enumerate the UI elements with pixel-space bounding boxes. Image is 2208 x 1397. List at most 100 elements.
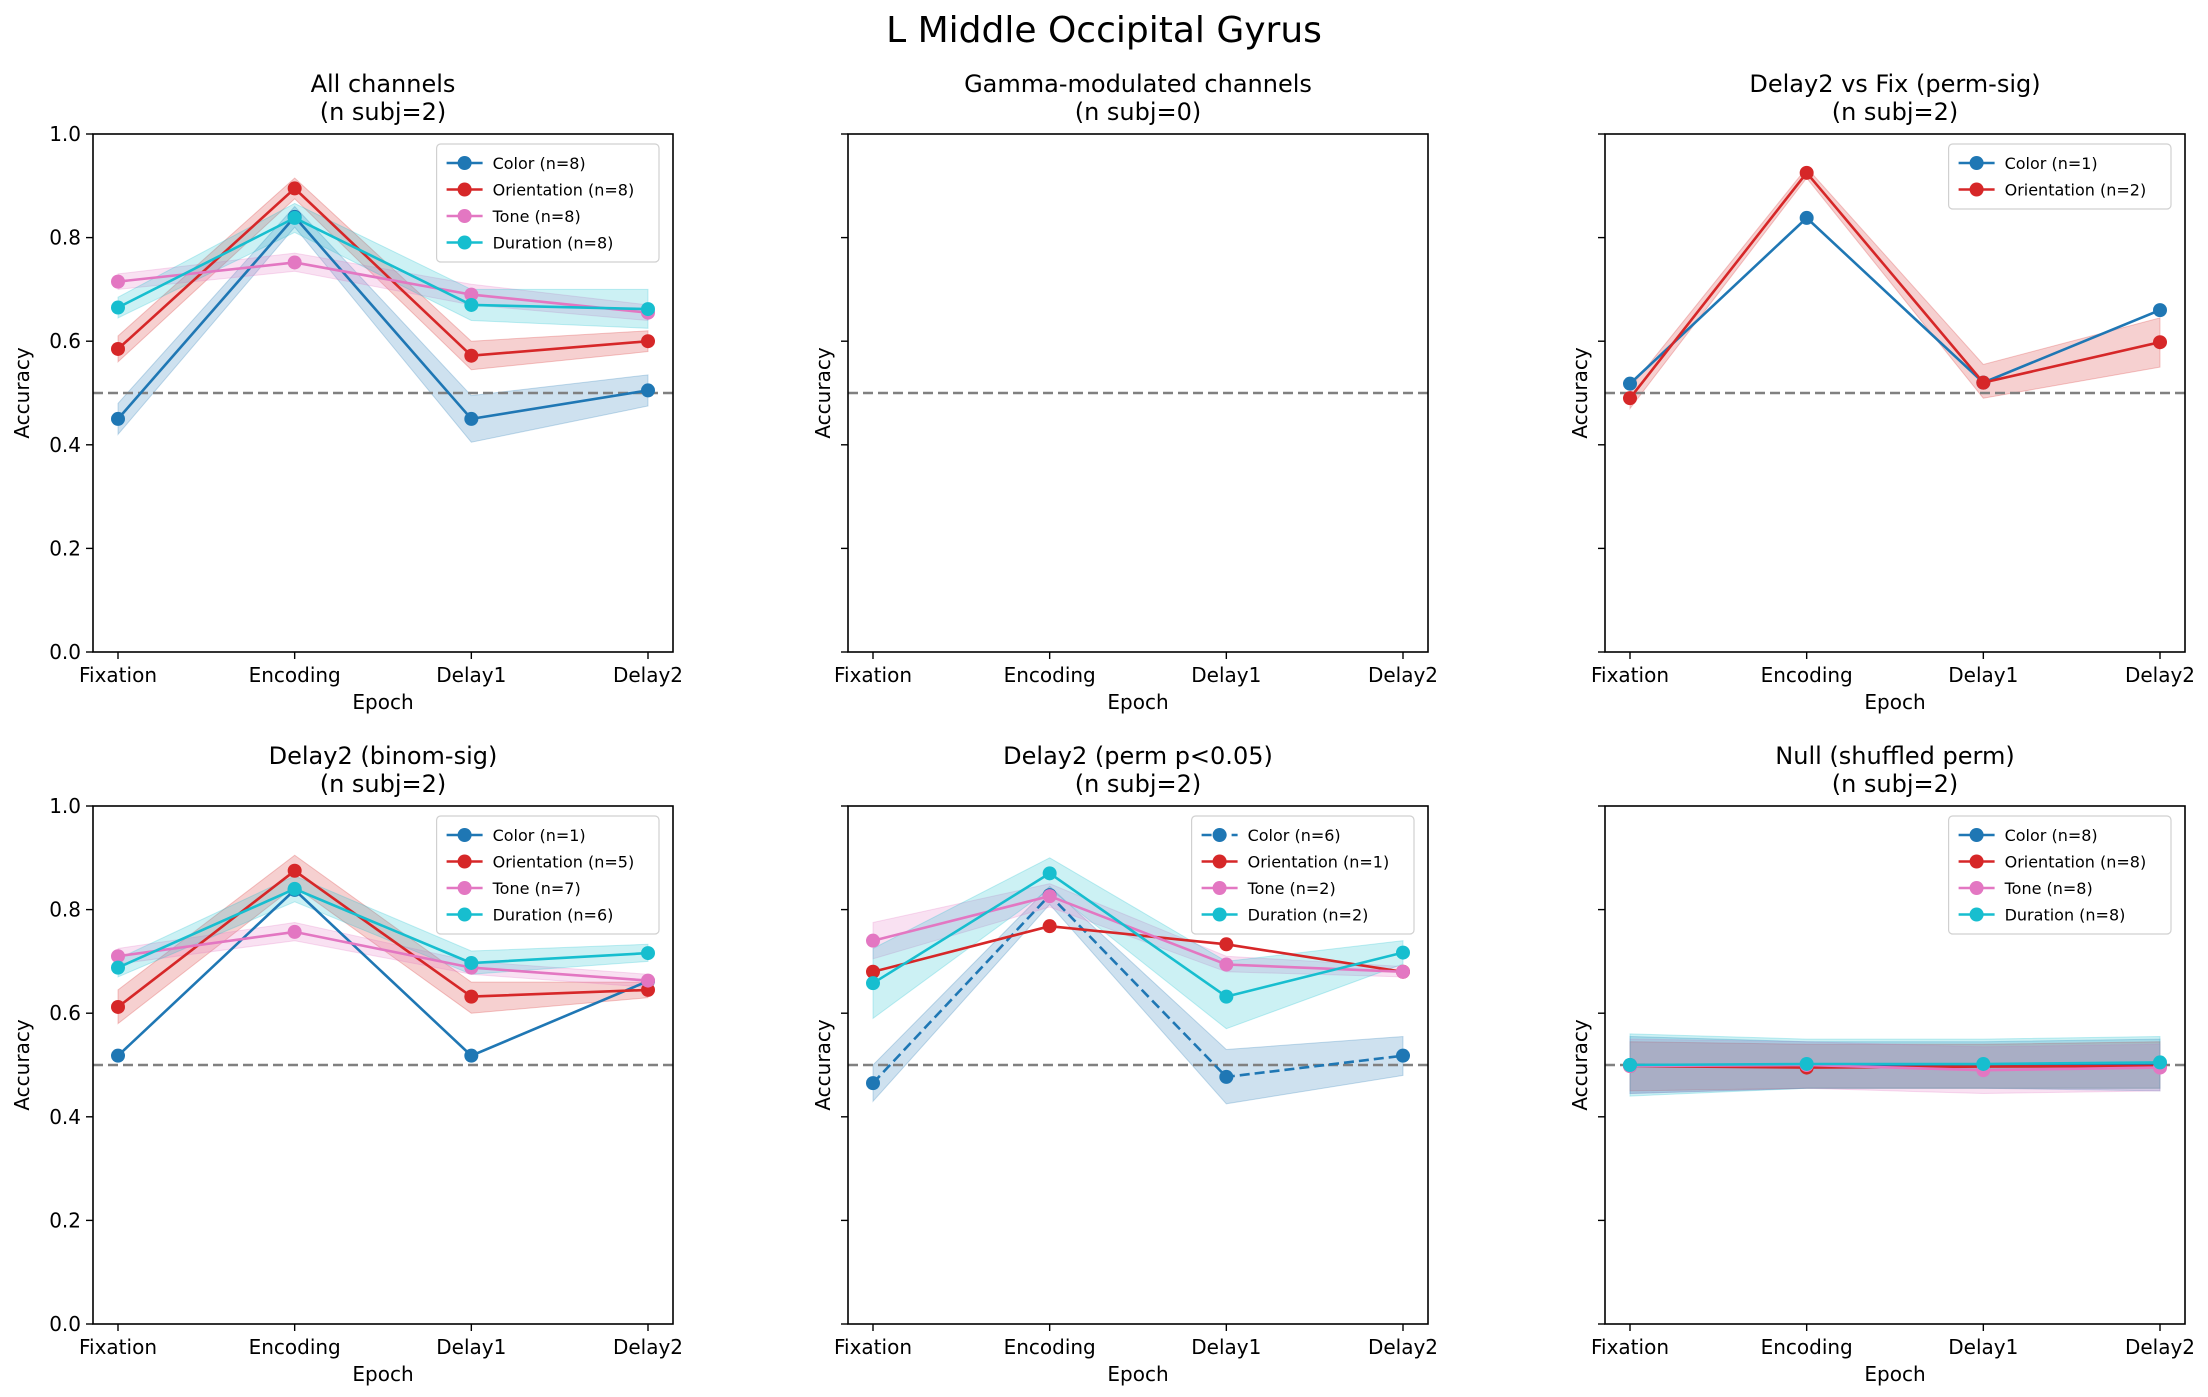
legend-label: Orientation (n=1) <box>1248 853 1390 872</box>
legend-label: Tone (n=8) <box>2004 879 2093 898</box>
data-point <box>111 300 125 315</box>
x-axis-label: Epoch <box>1864 690 1925 714</box>
legend-label: Color (n=1) <box>2005 154 2098 173</box>
legend: Color (n=8) Orientation (n=8) Tone (n=8) Du… <box>436 143 660 263</box>
x-tick-label: Encoding <box>249 663 341 687</box>
legend-marker <box>457 881 472 895</box>
legend-label: Orientation (n=5) <box>493 853 635 872</box>
x-axis-label: Epoch <box>352 690 413 714</box>
legend-marker <box>1969 881 1984 895</box>
series-line <box>1629 216 2161 385</box>
x-tick-label: Delay1 <box>1948 663 2018 687</box>
legend-label: Tone (n=8) <box>492 207 581 226</box>
data-point <box>2153 335 2167 350</box>
legend-label: Orientation (n=2) <box>2005 181 2147 200</box>
x-tick-label: Delay2 <box>2125 1335 2195 1359</box>
subplot-subtitle: (n subj=2) <box>320 770 447 798</box>
data-point <box>866 976 880 991</box>
legend-label: Orientation (n=8) <box>493 181 635 200</box>
data-point <box>287 924 302 939</box>
data-point <box>1799 165 1814 180</box>
x-tick-label: Delay1 <box>1191 663 1261 687</box>
data-point <box>1219 1069 1234 1084</box>
x-tick-label: Fixation <box>79 663 157 687</box>
x-tick-label: Delay1 <box>1948 1335 2018 1359</box>
subplot-title: Delay2 (binom-sig) <box>269 742 498 770</box>
legend-marker <box>457 235 472 250</box>
subplot-6: Null (shuffled perm)(n subj=2) Fixation En… <box>1568 742 2195 1386</box>
series-line <box>1628 170 2161 400</box>
x-axis-label: Epoch <box>352 1362 413 1386</box>
data-point <box>1396 945 1410 960</box>
legend-label: Color (n=1) <box>493 826 586 845</box>
y-tick-label: 0.0 <box>49 1312 81 1336</box>
y-axis-label: Accuracy <box>811 347 835 438</box>
x-axis-label: Epoch <box>1107 690 1168 714</box>
y-axis-label: Accuracy <box>10 347 34 438</box>
data-point <box>641 302 655 317</box>
series-line <box>117 261 649 314</box>
subplot-3: Delay2 vs Fix (perm-sig)(n subj=2) Fixati… <box>1568 70 2195 714</box>
subplot-title: All channels <box>311 70 456 98</box>
axes-frame <box>847 805 1429 1325</box>
legend-label: Duration (n=2) <box>1248 906 1369 925</box>
confidence-band <box>117 205 649 443</box>
x-tick-label: Delay2 <box>1368 1335 1438 1359</box>
legend-label: Duration (n=8) <box>493 234 614 253</box>
x-tick-label: Encoding <box>1761 1335 1853 1359</box>
series-line <box>117 216 649 311</box>
subplot-subtitle: (n subj=2) <box>1832 770 1959 798</box>
legend-frame <box>1947 143 2172 210</box>
legend-label: Tone (n=2) <box>1247 879 1336 898</box>
legend-marker <box>457 209 472 223</box>
series-line <box>872 893 1404 1084</box>
legend-label: Color (n=8) <box>493 154 586 173</box>
y-tick-label: 0.8 <box>49 226 81 250</box>
data-point <box>1623 1058 1637 1072</box>
x-tick-label: Delay2 <box>1368 663 1438 687</box>
legend-label: Tone (n=7) <box>492 879 581 898</box>
y-tick-label: 0.0 <box>49 640 81 664</box>
data-point <box>287 210 302 225</box>
x-tick-label: Delay2 <box>2125 663 2195 687</box>
x-tick-label: Fixation <box>79 1335 157 1359</box>
subplot-4: Delay2 (binom-sig)(n subj=2) Fixation Enco… <box>10 742 683 1386</box>
subplot-title: Gamma-modulated channels <box>964 70 1312 98</box>
y-tick-label: 0.4 <box>49 1105 81 1129</box>
legend-frame <box>1190 815 1415 935</box>
data-point <box>1976 375 1991 390</box>
x-tick-label: Encoding <box>1004 1335 1096 1359</box>
x-tick-label: Encoding <box>1004 663 1096 687</box>
confidence-band <box>117 202 649 329</box>
data-point <box>111 1048 125 1063</box>
data-point <box>866 933 880 948</box>
series-line <box>117 214 649 421</box>
legend-marker <box>457 182 472 197</box>
data-point <box>287 255 302 270</box>
data-point <box>1396 964 1410 979</box>
data-point <box>1396 1048 1410 1063</box>
data-point <box>1799 1056 1814 1071</box>
series-line <box>117 869 649 1009</box>
legend-label: Duration (n=8) <box>2005 906 2126 925</box>
legend-marker <box>1969 156 1984 170</box>
data-point <box>287 181 302 196</box>
confidence-band <box>117 854 649 1025</box>
subplot-title: Null (shuffled perm) <box>1775 742 2014 770</box>
axes-frame <box>92 133 674 653</box>
y-axis-label: Accuracy <box>1568 347 1592 438</box>
data-point <box>287 863 302 878</box>
series-line <box>117 887 649 969</box>
data-point <box>111 999 125 1014</box>
legend-frame <box>1947 815 2172 935</box>
legend: Color (n=8) Orientation (n=8) Tone (n=8) Du… <box>1947 815 2172 935</box>
x-tick-label: Encoding <box>1761 663 1853 687</box>
x-axis-label: Epoch <box>1107 1362 1168 1386</box>
data-point <box>464 1048 479 1063</box>
subplot-2: Gamma-modulated channels(n subj=0) Fixati… <box>811 70 1438 714</box>
x-tick-label: Delay2 <box>613 663 683 687</box>
legend-frame <box>436 815 660 935</box>
series-line <box>872 871 1404 999</box>
legend-marker <box>1969 828 1984 842</box>
